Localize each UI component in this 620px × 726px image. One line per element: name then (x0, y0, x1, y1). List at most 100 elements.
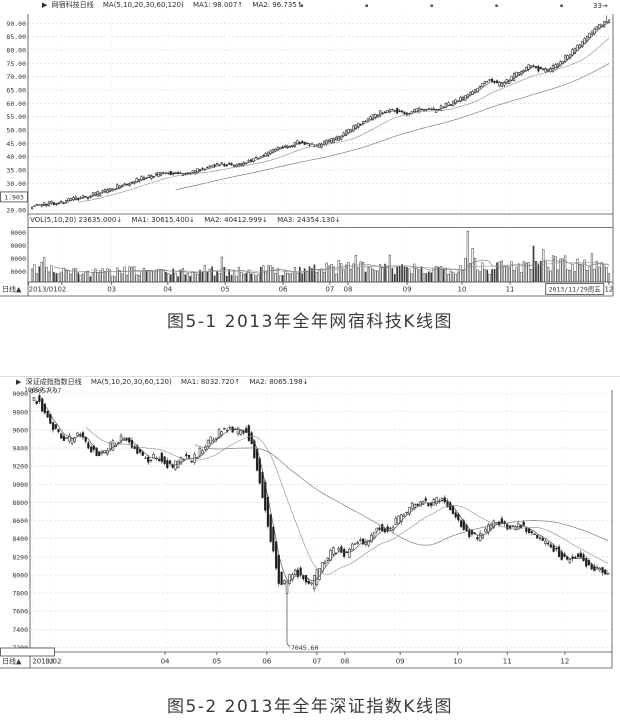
candle-body (62, 435, 66, 441)
month-label: 07 (325, 286, 334, 294)
candle-body (397, 515, 400, 524)
candle-body (70, 438, 74, 444)
play-marker-icon: ▶ (16, 378, 22, 386)
candle-body (90, 446, 93, 453)
candle-body (478, 533, 482, 542)
candle-body (35, 400, 38, 404)
candle-body (68, 435, 71, 442)
chart2-high-price-label: 10057.97 (24, 386, 56, 394)
candle-body (557, 546, 561, 557)
candle-body (351, 543, 354, 551)
candle-body (60, 433, 63, 439)
candle-body (141, 451, 144, 456)
y-axis-label: 7800 (12, 590, 28, 598)
price-tag-box (0, 191, 28, 203)
volume-bar (583, 259, 586, 283)
volume-bar (464, 258, 467, 283)
candle-body (285, 581, 289, 594)
candle-body (595, 26, 598, 30)
month-label: 05 (221, 286, 230, 294)
volume-bar (406, 267, 408, 282)
candle-body (228, 427, 232, 429)
volume-bar (116, 267, 119, 283)
chart2-ma1-value: MA1: 8032.720↑ (180, 378, 241, 386)
volume-bar (64, 269, 68, 283)
candle-body (174, 172, 177, 174)
volume-bar (313, 264, 316, 282)
candle-body (213, 164, 216, 167)
volume-bar (35, 273, 38, 283)
volume-bar (505, 264, 508, 283)
volume-axis-label: 0000 (10, 242, 26, 250)
candle-body (86, 197, 90, 200)
x-axis-layer: 2013/01 02 03 04 05 06 07 08 09 10 11 12 日线▲ (2, 282, 613, 294)
candle-body (337, 548, 340, 551)
volume-bar (388, 254, 391, 283)
candle-body (51, 422, 55, 431)
candle-body (454, 512, 457, 518)
volume-bar (491, 269, 493, 282)
volume-bar (605, 267, 608, 283)
candle-body (457, 514, 460, 521)
month-label: 2013/02 (32, 658, 61, 666)
chart2-title: 深证成指指数日线 (25, 378, 82, 386)
candle-body (590, 564, 593, 570)
candle-body (211, 165, 214, 167)
volume-bar (30, 268, 34, 283)
candle-body (149, 459, 153, 462)
volume-layer: 0000 0000 0000 0000 (10, 229, 611, 283)
candle-body (275, 541, 278, 569)
candle-body (201, 168, 204, 170)
candle-body (35, 203, 38, 206)
volume-bar (218, 273, 221, 283)
candle-body (552, 545, 555, 552)
candle-body (307, 580, 310, 584)
candle-body (362, 538, 365, 545)
volume-bar (588, 266, 591, 283)
candle-body (427, 107, 430, 109)
volume-bar (53, 272, 55, 282)
volume-bar (199, 269, 201, 282)
volume-bar (184, 274, 187, 282)
candle-body (468, 529, 471, 537)
candle-body (340, 546, 343, 553)
candle-body (206, 167, 209, 169)
candle-body (60, 200, 63, 203)
volume-bar (486, 269, 489, 282)
candle-body (318, 568, 321, 580)
volume-bar (559, 258, 562, 283)
volume-bar (598, 266, 601, 283)
volume-bar (320, 268, 323, 283)
candle-body (299, 567, 302, 576)
volume-bar (203, 265, 206, 283)
volume-bar (362, 261, 365, 283)
crosshair-date-box (545, 283, 605, 295)
volume-bar (435, 266, 438, 283)
candle-body (400, 514, 403, 522)
volume-bar (332, 266, 335, 283)
candle-body (231, 426, 234, 433)
candle-body (257, 157, 260, 159)
candle-body (484, 528, 487, 533)
candle-body (79, 434, 82, 436)
period-selector[interactable]: 日线▲ (2, 657, 22, 666)
candle-body (99, 192, 102, 196)
candle-body (606, 573, 610, 575)
candle-body (364, 120, 367, 122)
chart1-ma2-value: MA2: 96.735↑ (252, 1, 303, 9)
candle-body (422, 109, 426, 111)
period-selector[interactable]: 日线▲ (2, 285, 22, 294)
volume-bar (325, 262, 328, 283)
volume-bar (456, 271, 460, 283)
candle-body (512, 72, 516, 82)
volume-bar (89, 276, 92, 282)
candle-body (378, 527, 381, 531)
volume-bar (483, 269, 486, 283)
candle-body (280, 571, 283, 586)
volume-bar (439, 266, 443, 283)
candle-body (81, 432, 85, 438)
volume-bar (551, 255, 555, 283)
volume-bar (578, 264, 581, 283)
volume-bar (245, 273, 248, 282)
